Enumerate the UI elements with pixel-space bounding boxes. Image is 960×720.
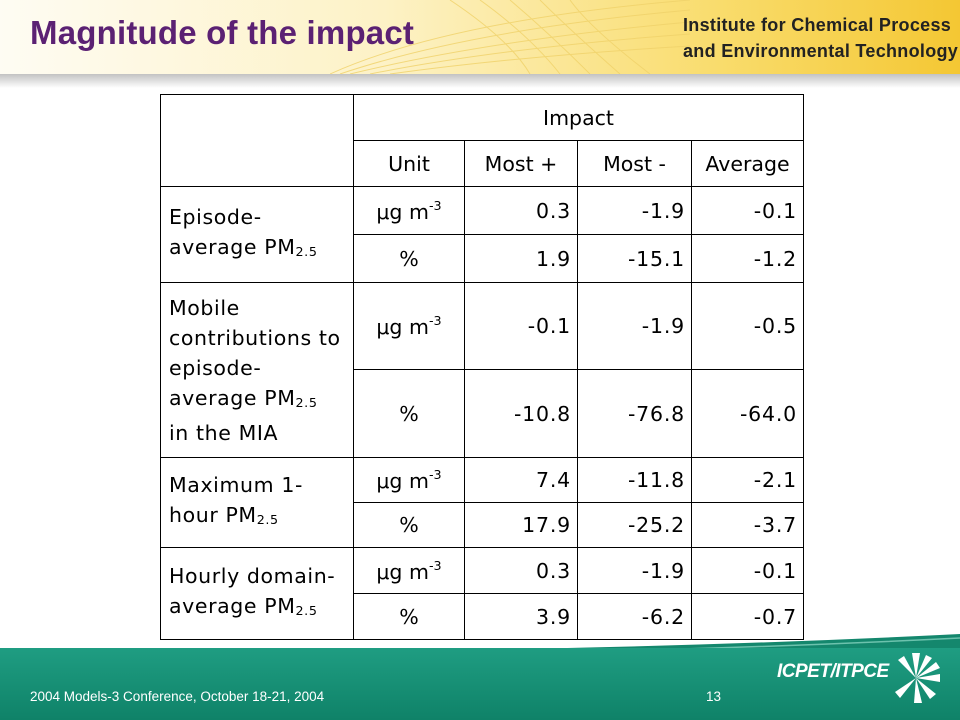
row-group-label: Maximum 1- hour PM2.5 [160, 457, 354, 548]
unit-cell: μg m-3 [353, 282, 465, 370]
unit-text: % [399, 401, 419, 426]
value-average: -0.5 [691, 282, 804, 370]
label-subscript: 2.5 [295, 603, 318, 618]
unit-superscript: -3 [428, 467, 442, 482]
value-most-plus: 1.9 [464, 234, 578, 283]
label-subscript: 2.5 [295, 394, 318, 410]
value-most-minus: -25.2 [577, 502, 692, 548]
institute-name: Institute for Chemical Process and Envir… [683, 12, 958, 64]
value-most-plus: -0.1 [464, 282, 578, 370]
conference-text: 2004 Models-3 Conference, October 18-21,… [30, 689, 325, 704]
value-average: -3.7 [691, 502, 804, 548]
value-most-minus: -1.9 [577, 186, 692, 235]
unit-text: μg m [376, 199, 429, 224]
unit-cell: % [353, 593, 465, 640]
unit-superscript: -3 [428, 313, 442, 328]
page-number: 13 [706, 689, 722, 704]
value-most-minus: -11.8 [577, 457, 692, 503]
unit-text: μg m [376, 559, 429, 584]
header-row-impact: Impact [160, 94, 804, 187]
value-most-minus: -1.9 [577, 282, 692, 370]
column-header: Most + [464, 140, 578, 187]
table-row: % -10.8 -76.8 -64.0 [161, 369, 804, 458]
label-line: average PM [169, 594, 296, 618]
value-most-plus: 7.4 [464, 457, 578, 503]
value-average: -64.0 [691, 369, 804, 458]
label-line: hour PM [169, 503, 257, 527]
page-title: Magnitude of the impact [30, 14, 415, 51]
impact-table: Impact Unit Most + Most - Average Episode-ave… [160, 94, 804, 640]
table-row: % 1.9 -15.1 -1.2 [161, 234, 804, 283]
label-line: contributions to [169, 325, 341, 350]
institute-line-2: and Environmental Technology [683, 41, 959, 61]
label-line: Mobile [169, 295, 240, 320]
unit-superscript: -3 [428, 557, 442, 573]
label-line: average PM [169, 385, 296, 410]
label-tail: in the MIA [169, 420, 279, 445]
header-shadow [0, 74, 960, 88]
value-average: -1.2 [691, 234, 804, 283]
icpet-logo-burst-icon [895, 653, 940, 703]
unit-text: % [399, 513, 419, 537]
slide-footer [0, 648, 960, 720]
unit-cell: % [353, 502, 465, 548]
value-average: -2.1 [691, 457, 804, 503]
label-line: Maximum 1- [169, 473, 303, 497]
value-average: -0.1 [691, 547, 804, 594]
label-line: Episode- [169, 205, 262, 229]
value-average: -0.1 [691, 186, 804, 235]
unit-cell: μg m-3 [353, 186, 465, 235]
unit-cell: μg m-3 [353, 547, 465, 594]
unit-text: μg m [376, 315, 429, 339]
table-row: % 3.9 -6.2 -0.7 [161, 593, 804, 640]
unit-text: % [399, 246, 419, 271]
slide-header: Magnitude of the impact Institute for Ch… [0, 0, 960, 74]
column-header: Average [691, 140, 804, 187]
unit-cell: % [353, 369, 465, 458]
label-line: episode- [169, 355, 262, 380]
row-group-label: Mobile contributions to episode-average PM… [160, 282, 354, 458]
table-row: Maximum 1- hour PM2.5 μg m-3 7.4 -11.8 -2.1 [160, 457, 804, 548]
value-most-plus: 0.3 [464, 186, 578, 235]
unit-text: % [399, 604, 419, 629]
value-most-plus: -10.8 [464, 369, 578, 458]
label-line: Hourly domain- [169, 564, 336, 588]
column-header: Most - [577, 140, 692, 187]
column-header: Unit [353, 140, 465, 187]
unit-superscript: -3 [428, 197, 442, 213]
value-most-plus: 0.3 [464, 547, 578, 594]
impact-header: Impact [353, 94, 804, 141]
row-group-label: Hourly domain-average PM2.5 [160, 547, 354, 640]
label-line: average PM [169, 235, 296, 259]
table-row: Mobile contributions to episode-average PM… [160, 282, 804, 458]
label-subscript: 2.5 [256, 512, 279, 527]
value-most-minus: -15.1 [577, 234, 692, 283]
unit-text: μg m [376, 469, 429, 493]
institute-line-1: Institute for Chemical Process [683, 15, 952, 35]
table-row: % 17.9 -25.2 -3.7 [161, 502, 804, 548]
value-most-plus: 17.9 [464, 502, 578, 548]
header-rays-decoration [330, 0, 690, 74]
value-most-plus: 3.9 [464, 593, 578, 640]
unit-cell: μg m-3 [353, 457, 465, 503]
header-row-columns: Unit Most + Most - Average [161, 140, 804, 187]
row-group-label: Episode-average PM2.5 [160, 186, 354, 283]
corner-cell [160, 94, 354, 187]
value-average: -0.7 [691, 593, 804, 640]
icpet-logo-text: ICPET/ITPCE [777, 661, 889, 682]
value-most-minus: -1.9 [577, 547, 692, 594]
value-most-minus: -6.2 [577, 593, 692, 640]
table-row: Hourly domain-average PM2.5 μg m-3 0.3 -1.9… [160, 547, 804, 640]
value-most-minus: -76.8 [577, 369, 692, 458]
unit-cell: % [353, 234, 465, 283]
table-row: Episode-average PM2.5 μg m-3 0.3 -1.9 -0.1 [160, 186, 804, 283]
label-subscript: 2.5 [295, 244, 318, 259]
